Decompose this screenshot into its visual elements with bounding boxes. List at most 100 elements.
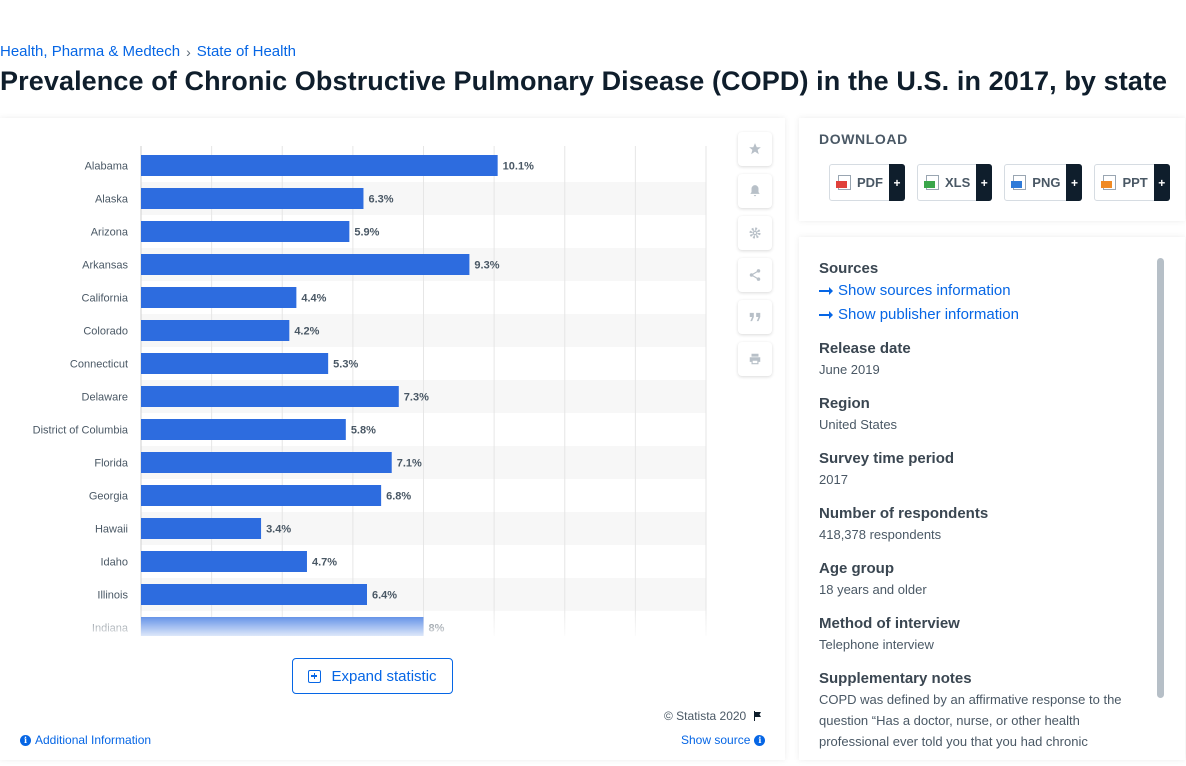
release-date-heading: Release date xyxy=(819,340,911,357)
show-source-link[interactable]: Show source i xyxy=(681,733,766,747)
bar xyxy=(141,485,382,506)
breadcrumb-separator: › xyxy=(186,43,191,60)
category-label: Illinois xyxy=(97,590,128,602)
bar xyxy=(141,353,329,374)
age-group-heading: Age group xyxy=(819,560,894,577)
category-label: Arizona xyxy=(91,227,129,239)
bar xyxy=(141,188,364,209)
data-label: 3.4% xyxy=(266,524,291,536)
respondents-value: 418,378 respondents xyxy=(819,527,942,542)
bar xyxy=(141,287,297,308)
show-source-label: Show source xyxy=(681,733,751,747)
png-file-icon xyxy=(1011,175,1027,190)
supplementary-notes-heading: Supplementary notes xyxy=(819,670,972,687)
additional-information-label: Additional Information xyxy=(35,733,152,747)
share-icon xyxy=(749,269,761,281)
supplementary-notes-section: Supplementary notes COPD was defined by … xyxy=(819,669,1139,752)
settings-button[interactable] xyxy=(738,216,772,250)
category-label: California xyxy=(82,293,129,305)
additional-information-link[interactable]: i Additional Information xyxy=(20,733,151,747)
favorite-button[interactable] xyxy=(738,132,772,166)
download-heading: DOWNLOAD xyxy=(819,131,908,147)
category-label: Georgia xyxy=(89,491,129,503)
download-pdf-button[interactable]: PDF + xyxy=(829,164,905,201)
age-group-value: 18 years and older xyxy=(819,582,927,597)
ppt-file-icon xyxy=(1101,175,1117,190)
category-label: Alabama xyxy=(85,161,129,173)
page-title: Prevalence of Chronic Obstructive Pulmon… xyxy=(0,66,1168,96)
respondents-section: Number of respondents 418,378 respondent… xyxy=(819,504,1139,545)
bar xyxy=(141,386,399,407)
data-label: 5.8% xyxy=(351,425,376,437)
expand-statistic-label: Expand statistic xyxy=(331,667,437,685)
download-xls-button[interactable]: XLS + xyxy=(917,164,993,201)
bar xyxy=(141,452,392,473)
download-png-button[interactable]: PNG + xyxy=(1004,164,1083,201)
bar-chart: Alabama 10.1% Alaska 6.3% Arizona 5.9% Arkansa… xyxy=(33,146,707,636)
quote-icon xyxy=(749,312,761,322)
download-xls-label: XLS xyxy=(945,175,971,190)
category-label: Arkansas xyxy=(82,260,128,272)
sources-section: Sources Show sources information Show pu… xyxy=(819,259,1139,327)
statistic-details-card xyxy=(799,237,1185,760)
download-ppt-button[interactable]: PPT + xyxy=(1094,164,1170,201)
interview-method-section: Method of interview Telephone interview xyxy=(819,614,1139,655)
flag-icon[interactable] xyxy=(752,710,764,722)
cite-button[interactable] xyxy=(738,300,772,334)
download-png-label: PNG xyxy=(1032,175,1061,190)
survey-period-value: 2017 xyxy=(819,472,848,487)
bar xyxy=(141,584,367,605)
interview-method-heading: Method of interview xyxy=(819,615,960,632)
show-sources-link[interactable]: Show sources information xyxy=(819,279,1139,303)
release-date-value: June 2019 xyxy=(819,362,880,377)
show-sources-label: Show sources information xyxy=(838,282,1011,299)
copyright-text: © Statista 2020 xyxy=(664,709,747,723)
expand-statistic-button[interactable]: Expand statistic xyxy=(292,658,453,694)
data-label: 6.8% xyxy=(386,491,411,503)
bar xyxy=(141,518,262,539)
print-icon xyxy=(749,353,761,365)
notification-button[interactable] xyxy=(738,174,772,208)
show-publisher-label: Show publisher information xyxy=(838,306,1019,323)
region-value: United States xyxy=(819,417,898,432)
details-scrollbar[interactable] xyxy=(1157,258,1164,698)
info-icon: i xyxy=(754,734,766,746)
download-pdf-label: PDF xyxy=(857,175,883,190)
chart-tools xyxy=(738,132,772,376)
chart-fade-overlay xyxy=(0,608,720,636)
data-label: 5.3% xyxy=(333,359,358,371)
pdf-file-icon xyxy=(836,175,851,190)
xls-file-icon xyxy=(924,175,939,190)
chart-card xyxy=(0,118,785,760)
download-buttons: PDF + XLS + PNG + PPT + xyxy=(829,164,1170,201)
region-section: Region United States xyxy=(819,394,1139,435)
bar xyxy=(141,221,350,242)
data-label: 4.4% xyxy=(301,293,326,305)
bar xyxy=(141,419,346,440)
statistic-details: Sources Show sources information Show pu… xyxy=(819,259,1139,766)
supplementary-notes-value: COPD was defined by an affirmative respo… xyxy=(819,692,1122,749)
data-label: 7.1% xyxy=(397,458,422,470)
category-label: District of Columbia xyxy=(33,425,129,437)
show-publisher-link[interactable]: Show publisher information xyxy=(819,303,1139,327)
release-date-section: Release date June 2019 xyxy=(819,339,1139,380)
interview-method-value: Telephone interview xyxy=(819,637,934,652)
print-button[interactable] xyxy=(738,342,772,376)
data-label: 5.9% xyxy=(354,227,379,239)
bar xyxy=(141,254,470,275)
region-heading: Region xyxy=(819,395,870,412)
survey-period-section: Survey time period 2017 xyxy=(819,449,1139,490)
breadcrumb-link-state-of-health[interactable]: State of Health xyxy=(196,43,296,60)
respondents-heading: Number of respondents xyxy=(819,505,989,522)
category-label: Hawaii xyxy=(95,524,128,536)
category-label: Idaho xyxy=(100,557,128,569)
data-label: 6.4% xyxy=(372,590,397,602)
category-label: Alaska xyxy=(95,194,129,206)
data-label: 4.7% xyxy=(312,557,337,569)
breadcrumb-link-health[interactable]: Health, Pharma & Medtech xyxy=(0,43,181,60)
share-button[interactable] xyxy=(738,258,772,292)
bar xyxy=(141,155,498,176)
category-label: Connecticut xyxy=(70,359,128,371)
age-group-section: Age group 18 years and older xyxy=(819,559,1139,600)
download-ppt-label: PPT xyxy=(1122,175,1148,190)
